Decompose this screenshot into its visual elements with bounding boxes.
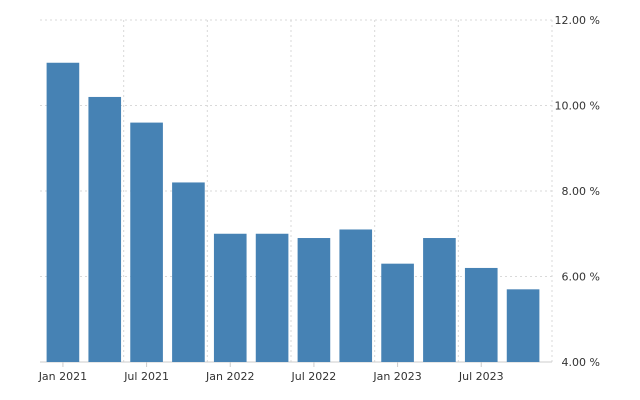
y-tick-label: 10.00 % — [555, 100, 600, 113]
bar-series — [46, 62, 540, 362]
y-tick-label: 6.00 % — [562, 271, 600, 284]
y-tick-label: 12.00 % — [555, 14, 600, 27]
bar — [381, 263, 414, 362]
bar — [339, 229, 373, 362]
gridlines — [40, 19, 553, 363]
y-axis-labels: 4.00 % 6.00 % 8.00 % 10.00 % 12.00 % — [555, 14, 600, 369]
bar — [130, 122, 163, 362]
x-tick-label: Jul 2022 — [291, 370, 337, 383]
bar — [172, 182, 205, 362]
y-tick-label: 4.00 % — [562, 356, 600, 369]
x-tick-label: Jul 2021 — [123, 370, 169, 383]
x-tick-label: Jul 2023 — [458, 370, 504, 383]
bar — [88, 96, 122, 362]
x-axis-labels: Jan 2021 Jul 2021 Jan 2022 Jul 2022 Jan 2023… — [38, 362, 504, 383]
x-tick-label: Jan 2023 — [372, 370, 421, 383]
bar — [255, 233, 289, 362]
x-tick-label: Jan 2022 — [205, 370, 254, 383]
bar — [506, 289, 540, 362]
x-tick-label: Jan 2021 — [38, 370, 87, 383]
bar — [297, 238, 331, 362]
y-tick-label: 8.00 % — [562, 185, 600, 198]
bar — [213, 233, 247, 362]
bar — [464, 267, 498, 362]
bar — [46, 62, 80, 362]
bar — [423, 238, 456, 362]
